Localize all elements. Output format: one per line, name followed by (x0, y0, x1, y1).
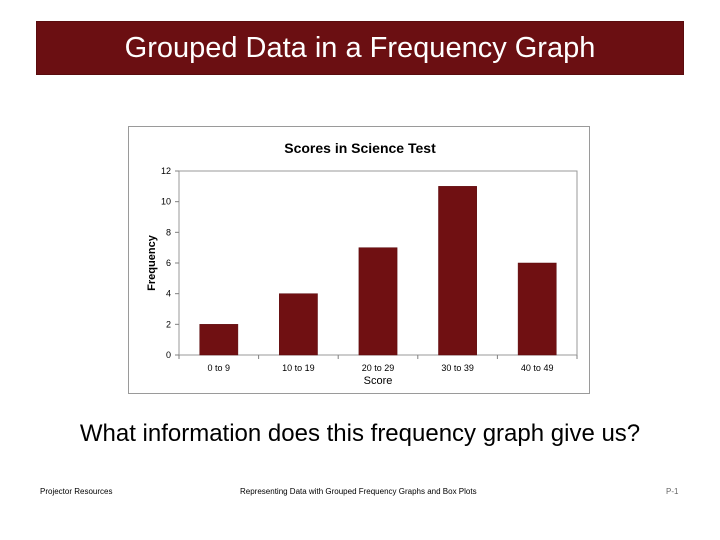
chart-frame: Scores in Science Test 0 2 4 6 8 10 12 Frequency… (128, 126, 590, 394)
y-tick-label: 8 (166, 227, 171, 237)
bar-chart: Scores in Science Test 0 2 4 6 8 10 12 Frequency… (146, 140, 578, 387)
x-tick-label: 30 to 39 (441, 363, 474, 373)
y-tick-label: 2 (166, 319, 171, 329)
x-tick-label: 20 to 29 (362, 363, 395, 373)
bar (358, 247, 398, 356)
y-tick-label: 12 (161, 166, 171, 176)
x-tick-label: 0 to 9 (208, 363, 231, 373)
slide-title: Grouped Data in a Frequency Graph (124, 31, 596, 64)
y-tick-label: 4 (166, 289, 171, 299)
question-text: What information does this frequency gra… (79, 420, 641, 447)
bar (517, 262, 557, 356)
x-tick-label: 10 to 19 (282, 363, 315, 373)
bar (279, 293, 318, 356)
y-tick-label: 0 (166, 350, 171, 360)
bar (438, 186, 477, 356)
slide-title-bar: Grouped Data in a Frequency Graph (36, 21, 684, 75)
y-tick-label: 6 (166, 258, 171, 268)
footer-center: Representing Data with Grouped Frequency… (240, 487, 477, 496)
footer-page-number: P-1 (666, 487, 679, 496)
y-axis-label: Frequency (146, 234, 158, 291)
footer-left: Projector Resources (40, 487, 113, 496)
bar (199, 324, 239, 356)
y-tick-label: 10 (161, 197, 171, 207)
chart-title: Scores in Science Test (284, 140, 436, 156)
x-tick-label: 40 to 49 (521, 363, 554, 373)
x-axis-label: Score (364, 375, 393, 387)
